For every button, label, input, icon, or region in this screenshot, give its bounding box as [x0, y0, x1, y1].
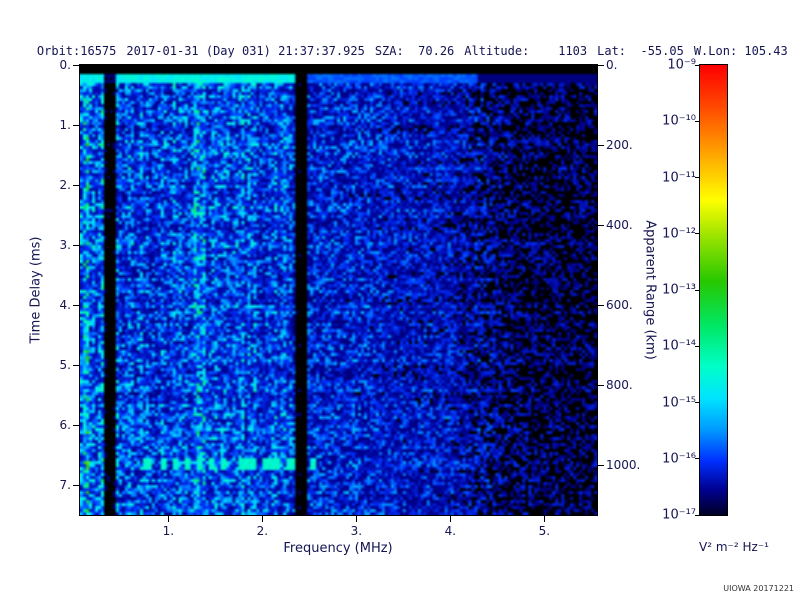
- range-tick-mark: [598, 64, 604, 66]
- header-orbit: Orbit:16575: [36, 44, 117, 58]
- colorbar-tick-mark: [695, 402, 700, 403]
- x-tick-mark: [543, 516, 545, 522]
- y-tick-mark: [73, 124, 80, 126]
- y-tick-mark: [73, 424, 80, 426]
- x-tick-label: 2.: [256, 524, 269, 538]
- y-axis-title-left: Time Delay (ms): [28, 236, 44, 344]
- range-tick-label: 800.: [606, 378, 633, 392]
- x-tick-mark: [167, 516, 169, 522]
- header-info: Orbit:16575 2017-01-31 (Day 031) 21:37:37…: [8, 30, 798, 72]
- range-tick-label: 0.: [606, 58, 618, 72]
- colorbar-tick-mark: [695, 64, 700, 66]
- colorbar-tick-label: 10⁻¹³: [662, 282, 696, 298]
- spectrogram-canvas: [80, 65, 597, 515]
- y-tick-label: 5.: [59, 358, 71, 372]
- colorbar-tick-mark: [695, 120, 700, 122]
- colorbar-tick-mark: [695, 345, 700, 347]
- colorbar-tick-label: 10⁻⁹: [667, 57, 696, 73]
- colorbar-tick-mark: [695, 233, 700, 235]
- x-tick-label: 5.: [538, 524, 551, 538]
- range-tick-mark: [598, 304, 604, 306]
- range-tick-mark: [598, 144, 604, 146]
- colorbar-tick-label: 10⁻¹⁷: [662, 507, 696, 523]
- colorbar-tick-mark: [695, 177, 700, 178]
- y-tick-mark: [73, 304, 80, 306]
- range-tick-label: 1000.: [606, 458, 641, 472]
- x-tick-label: 3.: [350, 524, 363, 538]
- range-tick-mark: [598, 384, 604, 386]
- colorbar-tick-mark: [695, 289, 700, 291]
- colorbar-tick-label: 10⁻¹²: [662, 226, 696, 242]
- colorbar-tick-label: 10⁻¹⁶: [662, 451, 696, 467]
- x-tick-mark: [355, 516, 357, 522]
- x-tick-mark: [261, 516, 263, 522]
- y-tick-label: 3.: [59, 238, 71, 252]
- y-tick-mark: [73, 64, 80, 66]
- colorbar-tick-label: 10⁻¹⁴: [662, 338, 696, 354]
- range-tick-mark: [598, 464, 604, 466]
- y-tick-mark: [73, 364, 80, 366]
- range-tick-label: 400.: [606, 218, 633, 232]
- y-tick-label: 4.: [59, 298, 71, 312]
- colorbar-tick-label: 10⁻¹¹: [662, 170, 696, 185]
- x-tick-label: 4.: [444, 524, 457, 538]
- y-tick-label: 6.: [59, 418, 71, 432]
- y-tick-label: 7.: [59, 478, 71, 492]
- header-datetime: 2017-01-31 (Day 031) 21:37:37.925: [126, 44, 365, 58]
- y-tick-mark: [73, 184, 80, 186]
- header-altitude: Altitude: 1103: [464, 44, 588, 58]
- header-latitude: Lat: -55.05: [597, 44, 684, 58]
- credit-text: UIOWA 20171221: [723, 584, 794, 593]
- range-tick-label: 200.: [606, 138, 633, 152]
- y-tick-label: 0.: [59, 58, 71, 72]
- colorbar: [699, 64, 728, 516]
- colorbar-tick-label: 10⁻¹⁵: [662, 395, 696, 410]
- header-sza: SZA: 70.26: [374, 44, 455, 58]
- y-tick-label: 1.: [59, 118, 71, 132]
- header-wlon: W.Lon: 105.43: [693, 44, 788, 58]
- colorbar-unit-label: V² m⁻² Hz⁻¹: [699, 540, 769, 554]
- x-axis-title: Frequency (MHz): [283, 541, 393, 556]
- colorbar-tick-mark: [695, 514, 700, 516]
- colorbar-tick-label: 10⁻¹⁰: [662, 113, 696, 129]
- range-tick-mark: [598, 224, 604, 226]
- range-tick-label: 600.: [606, 298, 633, 312]
- x-tick-mark: [449, 516, 451, 522]
- x-tick-label: 1.: [162, 524, 175, 538]
- y-tick-mark: [73, 244, 80, 246]
- y-tick-label: 2.: [59, 178, 71, 192]
- colorbar-tick-mark: [695, 458, 700, 460]
- y-tick-mark: [73, 484, 80, 486]
